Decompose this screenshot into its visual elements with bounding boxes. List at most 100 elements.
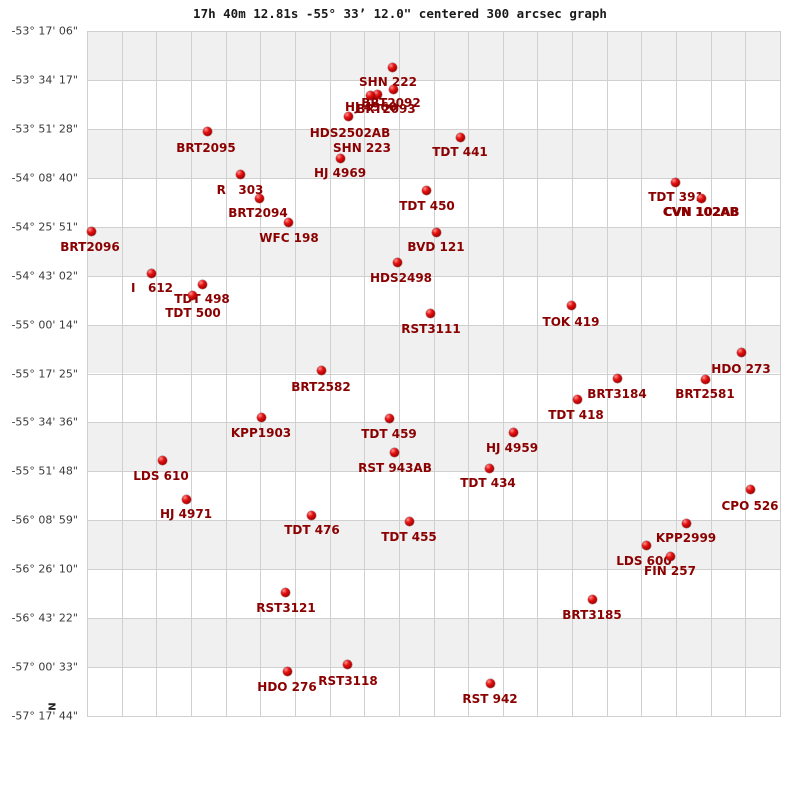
star-label: TDT 500 (165, 306, 221, 320)
star-point (425, 308, 435, 318)
star-point (421, 185, 431, 195)
star-label: BRT2092 (361, 96, 421, 110)
star-label: TDT 476 (284, 523, 340, 537)
star-label: TOK 419 (542, 315, 600, 329)
star-point (485, 678, 495, 688)
star-label: RST3118 (318, 674, 378, 688)
star-point (745, 484, 755, 494)
star-point (280, 587, 290, 597)
star-point (389, 447, 399, 457)
star-label: BRT2582 (291, 380, 351, 394)
star-point (736, 347, 746, 357)
star-point (670, 177, 680, 187)
y-tick-label: -53° 34' 17" (11, 73, 78, 87)
star-point (86, 226, 96, 236)
star-label: TDT 434 (460, 476, 516, 490)
star-point (187, 290, 197, 300)
y-tick-label: -54° 25' 51" (11, 220, 78, 234)
star-point (508, 427, 518, 437)
star-label: TDT 441 (432, 145, 488, 159)
star-point (665, 551, 675, 561)
star-point (484, 463, 494, 473)
y-tick-label: -57° 17' 44" (11, 709, 78, 723)
star-point (612, 373, 622, 383)
y-tick-label: -53° 17' 06" (11, 24, 78, 38)
v-gridline (260, 31, 262, 717)
y-tick-label: -55° 51' 48" (11, 464, 78, 478)
star-label: HDS2502AB (309, 126, 391, 140)
star-point (146, 268, 156, 278)
star-label: BRT2093 (356, 102, 416, 116)
star-label: CPO 526 (721, 499, 779, 513)
star-label: BVD 121 (407, 240, 465, 254)
y-tick-label: -56° 26' 10" (11, 562, 78, 576)
v-gridline (641, 31, 643, 717)
star-label: RST3111 (401, 322, 461, 336)
y-tick-label: -53° 51' 28" (11, 122, 78, 136)
v-gridline (745, 31, 747, 717)
star-label: HJ 4959 (485, 441, 539, 455)
star-point (157, 455, 167, 465)
v-gridline (190, 31, 192, 717)
star-point (202, 126, 212, 136)
star-point (455, 132, 465, 142)
star-point (254, 193, 264, 203)
star-point (316, 365, 326, 375)
star-label: HDO 273 (711, 362, 771, 376)
v-gridline (780, 31, 781, 717)
star-point (392, 257, 402, 267)
star-point (587, 594, 597, 604)
star-label: BRT2096 (60, 240, 120, 254)
y-tick-label: -55° 34' 36" (11, 415, 78, 429)
star-label: TDT 455 (381, 530, 437, 544)
star-label: KPP1903 (230, 426, 292, 440)
star-label: CVN 102AB (663, 205, 739, 219)
v-gridline (121, 31, 123, 717)
star-label: WFC 198 (259, 231, 319, 245)
star-label: TDT 418 (548, 408, 604, 422)
y-tick-label: -57° 00' 33" (11, 660, 78, 674)
star-point (282, 666, 292, 676)
chart-title: 17h 40m 12.81s -55° 33’ 12.0" centered 3… (193, 6, 607, 21)
star-label: LDS 600 (616, 554, 672, 568)
v-gridline (710, 31, 712, 717)
v-gridline (606, 31, 608, 717)
star-label: LDS 610 (133, 469, 189, 483)
v-gridline (468, 31, 470, 717)
star-label: HJ 4960 (344, 100, 398, 114)
y-tick-label: -56° 08' 59" (11, 513, 78, 527)
star-label: HJ 4969 (313, 166, 367, 180)
y-tick-label: -56° 43' 22" (11, 611, 78, 625)
y-tick-label: -55° 17' 25" (11, 367, 78, 380)
y-tick-label: -54° 08' 40" (11, 171, 78, 185)
star-label: KPP2999 (655, 531, 717, 545)
star-label: RST 943AB (358, 461, 432, 475)
star-point (365, 90, 375, 100)
star-label: HDO 276 (257, 680, 317, 694)
star-label: BRT3185 (562, 608, 622, 622)
star-point (384, 413, 394, 423)
v-gridline (87, 31, 88, 717)
v-gridline (537, 31, 539, 717)
star-point (235, 169, 245, 179)
v-gridline (676, 31, 678, 717)
star-point (306, 510, 316, 520)
y-tick-label: -54° 43' 02" (11, 269, 78, 283)
star-point (641, 540, 651, 550)
y-tick-label: -55° 00' 14" (11, 318, 78, 332)
star-point (700, 374, 710, 384)
v-gridline (156, 31, 158, 717)
star-label: HDS2498 (369, 271, 433, 285)
star-label: TDT 498 (174, 292, 230, 306)
star-label: FIN 257 (644, 564, 696, 578)
star-point (343, 111, 353, 121)
v-gridline (572, 31, 574, 717)
star-point (681, 518, 691, 528)
star-point (387, 62, 397, 72)
star-label: I 612 (130, 281, 174, 295)
star-label: TDT 459 (361, 427, 417, 441)
star-point (283, 217, 293, 227)
v-gridline (398, 31, 400, 717)
v-gridline (364, 31, 366, 717)
